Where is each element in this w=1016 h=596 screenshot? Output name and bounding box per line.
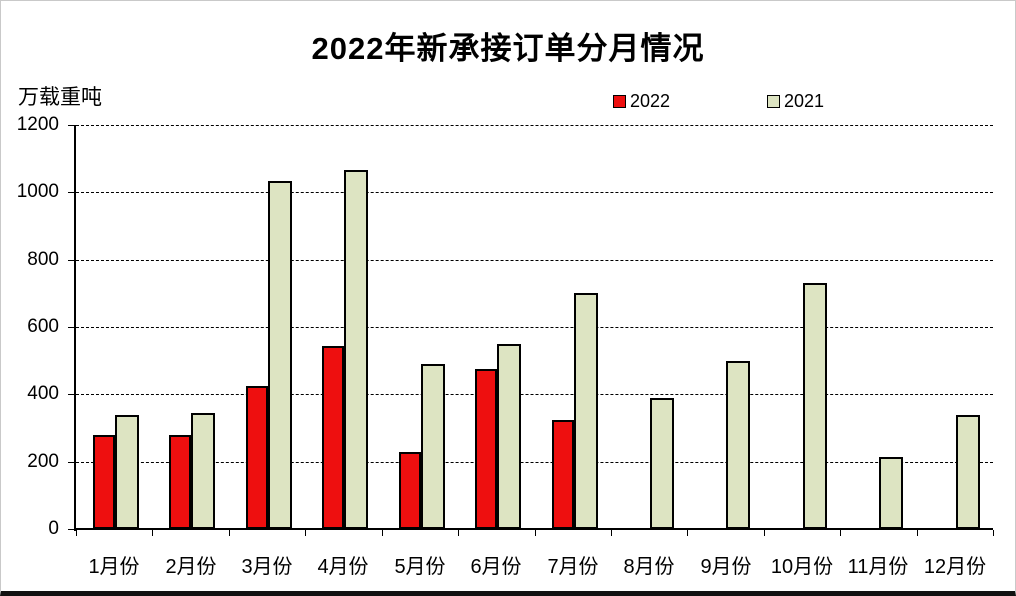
gridline-200 — [76, 462, 993, 463]
x-axis-tick-mark — [917, 530, 918, 536]
x-axis-tick-mark — [382, 530, 383, 536]
y-axis-unit-label: 万载重吨 — [18, 86, 102, 109]
bar-2022-2月份 — [169, 435, 191, 529]
y-axis-tick-label: 400 — [27, 383, 59, 404]
x-axis-label: 9月份 — [700, 556, 752, 578]
gridline-1200 — [76, 125, 993, 126]
bar-2021-5月份 — [421, 364, 445, 529]
bar-2021-11月份 — [879, 457, 903, 529]
y-axis-tick-label: 200 — [27, 451, 59, 472]
bar-2021-7月份 — [574, 293, 598, 529]
legend-swatch-2021-icon — [767, 95, 780, 108]
x-axis-tick-mark — [535, 530, 536, 536]
y-axis-tick-mark — [68, 125, 76, 126]
y-axis-tick-label: 0 — [48, 518, 59, 539]
x-axis-label: 11月份 — [847, 556, 909, 578]
bar-2021-2月份 — [191, 413, 215, 529]
bar-2022-5月份 — [399, 452, 421, 529]
bar-2021-4月份 — [344, 170, 368, 529]
y-axis-line — [74, 125, 76, 531]
y-axis-tick-label: 800 — [27, 249, 59, 270]
bar-2021-6月份 — [497, 344, 521, 529]
bar-2021-1月份 — [115, 415, 139, 529]
x-axis-label: 3月份 — [241, 556, 293, 578]
x-axis-tick-mark — [687, 530, 688, 536]
x-axis-label: 6月份 — [470, 556, 522, 578]
gridline-1000 — [76, 192, 993, 193]
x-axis-tick-mark — [76, 530, 77, 536]
bar-2022-1月份 — [93, 435, 115, 529]
x-axis-label: 7月份 — [547, 556, 599, 578]
legend-label-2022: 2022 — [630, 91, 671, 111]
x-axis-label: 2月份 — [165, 556, 217, 578]
bar-2022-7月份 — [552, 420, 574, 529]
bar-2021-10月份 — [803, 283, 827, 529]
legend-item-2021: 2021 — [767, 91, 824, 112]
gridline-600 — [76, 327, 993, 328]
y-axis-tick-label: 1200 — [16, 114, 59, 135]
legend-item-2022: 2022 — [613, 91, 670, 112]
legend-swatch-2022-icon — [613, 95, 626, 108]
gridline-400 — [76, 394, 993, 395]
y-axis-tick-mark — [68, 462, 76, 463]
chart-title: 2022年新承接订单分月情况 — [311, 31, 705, 66]
x-axis-tick-mark — [764, 530, 765, 536]
bar-2021-9月份 — [726, 361, 750, 529]
bar-2022-4月份 — [322, 346, 344, 529]
y-axis-tick-mark — [68, 529, 76, 530]
x-axis-tick-mark — [840, 530, 841, 536]
y-axis-tick-mark — [68, 394, 76, 395]
bar-2022-6月份 — [475, 369, 497, 529]
bar-2021-8月份 — [650, 398, 674, 529]
y-axis-tick-mark — [68, 192, 76, 193]
legend-label-2021: 2021 — [784, 91, 825, 111]
bar-2021-3月份 — [268, 181, 292, 529]
y-axis-tick-label: 1000 — [16, 181, 59, 202]
x-axis-tick-mark — [993, 530, 994, 536]
x-axis-label: 4月份 — [317, 556, 369, 578]
x-axis-label: 8月份 — [623, 556, 675, 578]
legend: 2022 2021 — [1, 91, 1015, 111]
x-axis-label: 10月份 — [770, 556, 834, 578]
x-axis-label: 5月份 — [394, 556, 446, 578]
bar-2021-12月份 — [956, 415, 980, 529]
y-axis-tick-label: 600 — [27, 316, 59, 337]
x-axis-tick-mark — [152, 530, 153, 536]
x-axis-tick-mark — [229, 530, 230, 536]
gridline-800 — [76, 260, 993, 261]
x-axis-line — [74, 528, 993, 530]
x-axis-tick-mark — [458, 530, 459, 536]
y-axis-tick-mark — [68, 260, 76, 261]
x-axis-label: 1月份 — [88, 556, 140, 578]
bar-2022-3月份 — [246, 386, 268, 529]
x-axis-tick-mark — [305, 530, 306, 536]
x-axis-label: 12月份 — [923, 556, 987, 578]
x-axis-tick-mark — [611, 530, 612, 536]
y-axis-tick-mark — [68, 327, 76, 328]
